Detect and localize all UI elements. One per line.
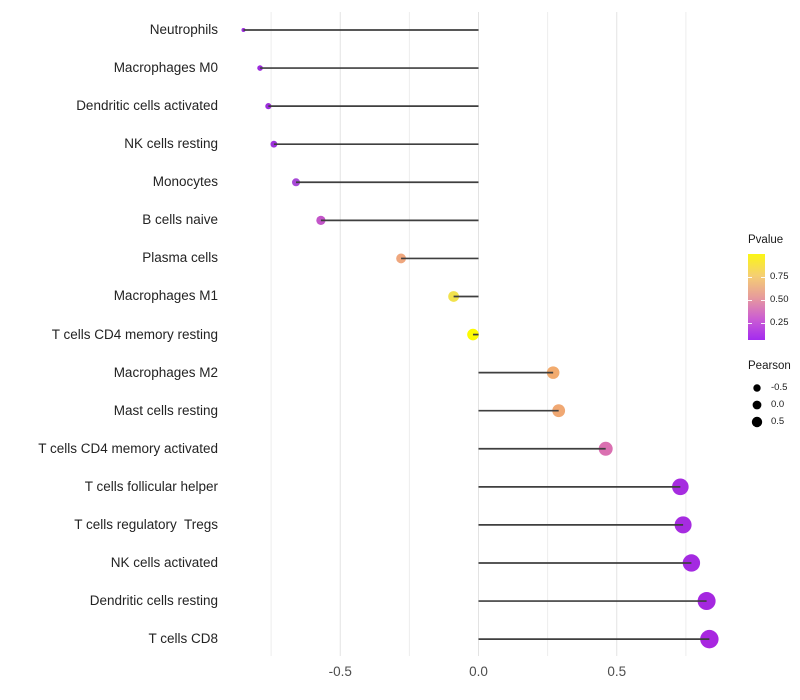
pearson-size-legend-dots [751, 384, 763, 428]
x-axis-tick-label: 0.5 [607, 664, 627, 679]
pvalue-tick-label: 0.50 [770, 294, 789, 305]
pearson-size-dot [752, 400, 762, 410]
pearson-size-label: -0.5 [771, 382, 788, 393]
colorbar-tick [748, 276, 752, 278]
pearson-legend-title: Pearson [748, 360, 791, 372]
y-axis-label: Neutrophils [149, 22, 218, 37]
pearson-size-label: 0.5 [771, 416, 785, 427]
pvalue-tick-label: 0.25 [770, 317, 789, 328]
y-axis-label: Plasma cells [142, 250, 218, 266]
y-axis-label: T cells regulatory Tregs [74, 516, 218, 532]
colorbar-tick [748, 322, 752, 324]
pearson-size-dot [753, 384, 761, 392]
colorbar-tick [748, 299, 752, 301]
colorbar-tick [761, 322, 765, 324]
y-axis-label: T cells CD8 [148, 631, 218, 647]
pearson-size-label: 0.0 [771, 399, 785, 410]
pvalue-tick-label: 0.75 [770, 271, 789, 282]
y-axis-label: T cells CD4 memory resting [51, 326, 218, 342]
y-axis-label: Macrophages M2 [113, 364, 218, 380]
y-axis-label: Monocytes [152, 174, 218, 190]
y-axis-label: Macrophages M0 [113, 60, 218, 76]
pearson-size-dot [751, 416, 763, 428]
colorbar-tick [761, 276, 765, 278]
y-axis-label: T cells follicular helper [84, 478, 218, 494]
y-axis-label: Dendritic cells resting [89, 593, 218, 609]
colorbar-tick [761, 299, 765, 301]
x-axis-tick-label: -0.5 [328, 664, 352, 679]
pvalue-legend-title: Pvalue [748, 234, 784, 246]
y-axis-label: Macrophages M1 [113, 288, 218, 304]
y-axis-label: Dendritic cells activated [76, 98, 218, 114]
y-axis-label: B cells naive [142, 212, 218, 228]
y-axis-label: NK cells resting [124, 136, 218, 152]
y-axis-label: T cells CD4 memory activated [38, 440, 218, 456]
y-axis-label: Mast cells resting [113, 402, 218, 418]
y-axis-label: NK cells activated [110, 554, 218, 570]
pvalue-colorbar [748, 254, 765, 340]
x-axis-tick-label: 0.0 [469, 664, 488, 679]
